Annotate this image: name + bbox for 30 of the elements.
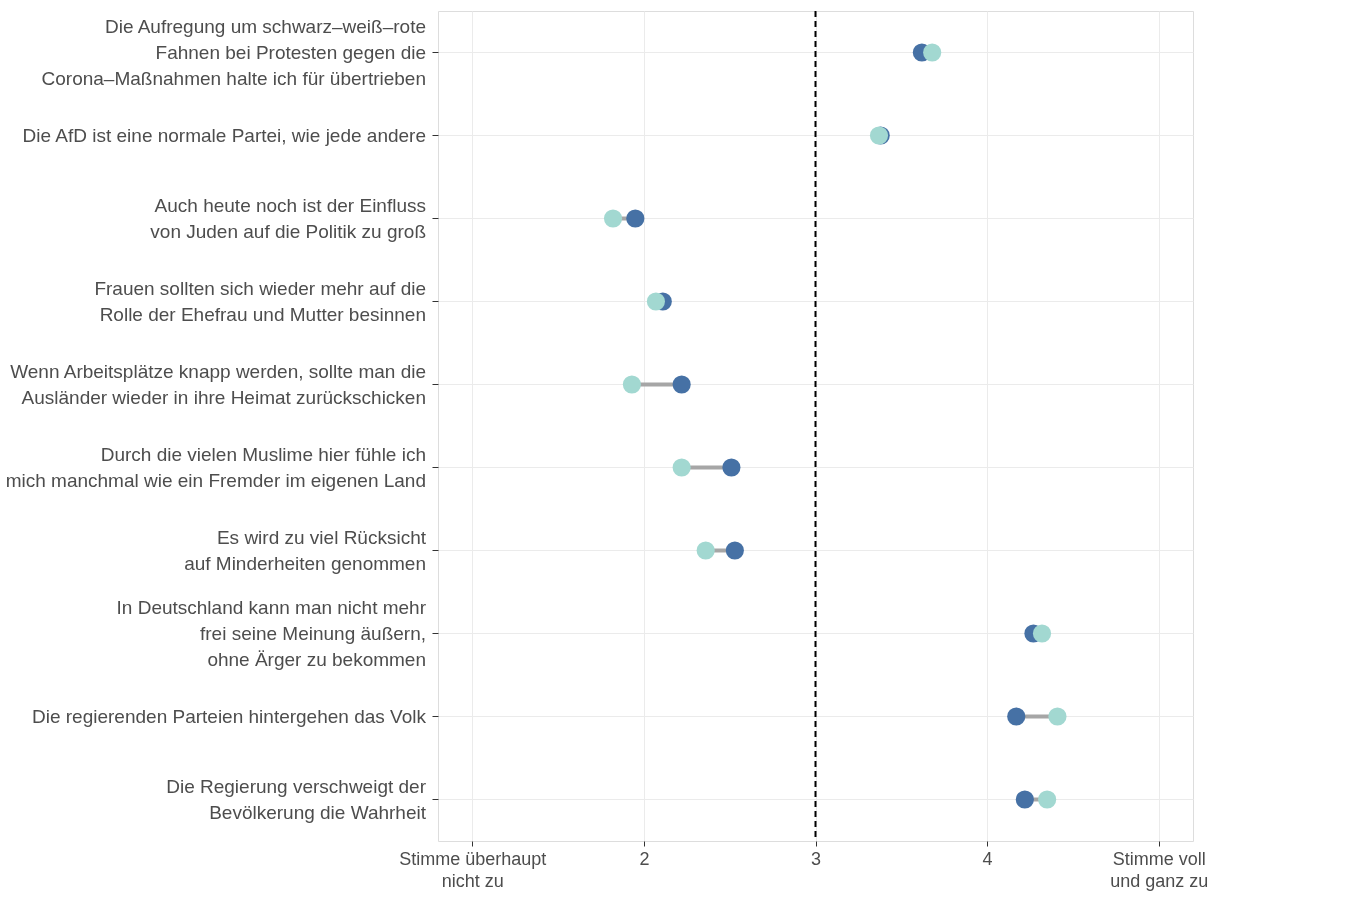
x-tick-label: Stimme überhaupt nicht zu	[399, 848, 547, 891]
point	[626, 209, 645, 228]
y-tick-label: Durch die vielen Muslime hier fühle ich mich manchmal wie ein Fremder im eigenen Land	[5, 443, 426, 491]
point	[722, 458, 741, 477]
point	[923, 43, 942, 62]
point	[696, 541, 715, 560]
point	[646, 292, 665, 311]
y-tick-label: In Deutschland kann man nicht mehr frei seine Meinung äußern, ohne Ärger zu bekommen	[116, 596, 427, 670]
x-tick-label: Stimme voll und ganz zu	[1110, 848, 1209, 891]
y-tick-label: Die Regierung verschweigt der Bevölkerung die Wahrheit	[166, 775, 427, 823]
point	[1038, 790, 1057, 809]
point	[603, 209, 623, 228]
x-tick-label: 2	[639, 848, 650, 869]
y-tick-label: Wenn Arbeitsplätze knapp werden, sollte man die Ausländer wieder in ihre Heimat zurückschicken	[10, 360, 426, 408]
point	[622, 375, 641, 394]
point	[1007, 707, 1026, 726]
y-tick-label: Die regierenden Parteien hintergehen das Volk	[32, 705, 427, 727]
y-tick-label: Die Aufregung um schwarz–weiß–rote Fahnen bei Protesten gegen die Corona–Maßnahmen halte ich für übertrieben	[41, 15, 426, 89]
y-tick-label: Auch heute noch ist der Einfluss von Juden auf die Politik zu groß	[150, 194, 426, 242]
point	[1048, 707, 1067, 726]
x-tick-label: 4	[982, 848, 993, 869]
point	[1015, 790, 1034, 809]
y-tick-label: Die AfD ist eine normale Partei, wie jede andere	[22, 124, 426, 146]
point	[1032, 624, 1052, 643]
point	[672, 375, 691, 394]
point	[725, 541, 744, 560]
x-tick-label: 3	[810, 848, 822, 869]
y-tick-label: Es wird zu viel Rücksicht auf Minderheiten genommen	[184, 526, 427, 574]
point	[672, 458, 691, 477]
y-tick-label: Frauen sollten sich wieder mehr auf die Rolle der Ehefrau und Mutter besinnen	[94, 277, 426, 325]
